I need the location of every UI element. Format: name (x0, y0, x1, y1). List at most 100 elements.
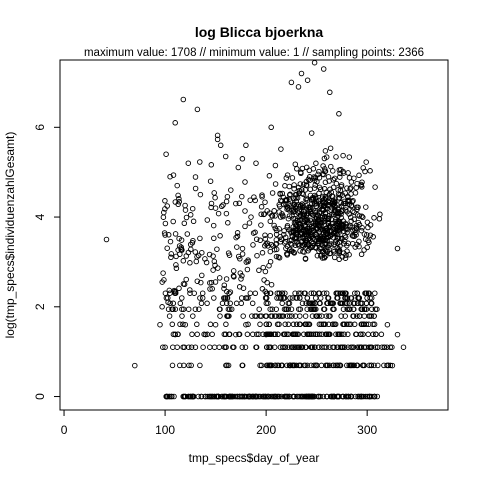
data-point (161, 230, 168, 236)
data-point (304, 295, 311, 301)
data-point (236, 200, 243, 207)
data-point (335, 290, 341, 296)
data-point (327, 199, 333, 206)
data-point (165, 306, 172, 312)
data-point (279, 300, 285, 307)
data-point (318, 253, 324, 259)
data-point (381, 344, 387, 350)
data-point (336, 194, 342, 201)
data-point (343, 221, 350, 228)
data-point (233, 331, 239, 338)
data-point (358, 251, 365, 258)
data-point (345, 393, 352, 400)
data-point (165, 295, 171, 301)
data-point (195, 252, 202, 259)
data-point (178, 244, 184, 250)
data-point (171, 393, 177, 400)
data-point (265, 331, 272, 338)
data-point (180, 306, 187, 312)
data-point (228, 187, 234, 193)
data-point (243, 142, 249, 149)
data-point (280, 213, 286, 220)
data-point (340, 306, 347, 312)
data-point (286, 393, 292, 400)
data-point (225, 362, 232, 369)
data-point (226, 393, 232, 400)
data-point (373, 331, 379, 338)
data-point (289, 362, 295, 369)
data-point (238, 276, 244, 282)
data-point (192, 174, 199, 180)
data-point (361, 247, 367, 253)
data-point (323, 313, 330, 319)
data-point (292, 331, 299, 338)
data-point (177, 321, 183, 328)
data-point (188, 362, 194, 369)
data-point (350, 233, 356, 239)
data-point (265, 300, 271, 307)
data-point (211, 344, 218, 350)
data-point (233, 300, 240, 307)
data-point (322, 241, 328, 247)
data-point (157, 321, 163, 328)
data-point (346, 197, 353, 204)
data-point (300, 248, 306, 255)
data-point (261, 211, 268, 217)
x-tick-label: 200 (256, 423, 276, 437)
data-point (296, 362, 303, 369)
data-point (332, 206, 338, 213)
data-point (375, 362, 381, 369)
data-point (344, 321, 350, 328)
data-point (359, 393, 365, 400)
data-point (275, 331, 281, 338)
data-point (323, 195, 329, 201)
data-point (305, 176, 312, 183)
data-point (199, 290, 206, 296)
data-point (167, 300, 173, 307)
data-point (306, 167, 313, 174)
data-point (192, 306, 199, 312)
data-point (273, 253, 280, 260)
data-point (302, 187, 309, 193)
data-point (367, 222, 374, 228)
data-point (324, 362, 331, 369)
data-point (336, 221, 342, 228)
data-point (370, 321, 376, 328)
data-point (292, 290, 298, 296)
data-point (223, 362, 229, 369)
data-point (377, 211, 383, 218)
data-point (354, 300, 361, 307)
data-point (304, 362, 311, 369)
data-point (347, 321, 354, 328)
data-point (305, 219, 312, 226)
data-point (285, 321, 292, 328)
data-point (330, 393, 336, 400)
data-point (368, 313, 375, 319)
data-point (335, 206, 342, 213)
data-point (299, 201, 305, 207)
data-point (221, 331, 228, 338)
data-point (302, 290, 308, 296)
data-point (325, 174, 332, 180)
data-point (263, 300, 270, 307)
data-point (368, 362, 375, 369)
data-point (365, 331, 371, 338)
data-point (303, 321, 309, 328)
data-point (240, 313, 246, 319)
data-point (266, 362, 273, 369)
data-point (168, 251, 175, 257)
data-point (368, 295, 375, 301)
data-point (217, 313, 223, 319)
data-point (272, 162, 279, 169)
data-point (194, 278, 201, 284)
data-point (190, 218, 197, 225)
data-point (308, 130, 315, 136)
data-point (325, 220, 332, 227)
data-point (223, 344, 229, 350)
data-point (208, 204, 214, 211)
data-point (347, 214, 354, 221)
data-point (178, 237, 185, 243)
data-point (227, 300, 233, 307)
data-point (354, 212, 361, 218)
data-point (330, 234, 337, 241)
